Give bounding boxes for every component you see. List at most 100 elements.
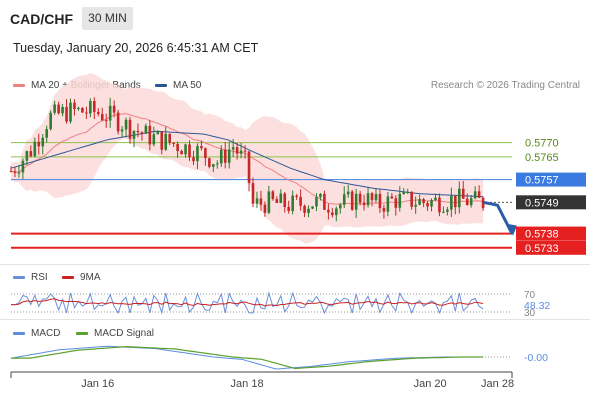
candle-body [338, 204, 342, 209]
candle-body [17, 172, 21, 174]
candle-body [65, 107, 68, 122]
candle-body [390, 196, 394, 199]
candle-body [212, 164, 215, 167]
candle-body [251, 183, 255, 204]
candle-body [457, 188, 461, 208]
credit-text: Research © 2026 Trading Central [430, 80, 580, 91]
candle-body [45, 129, 49, 138]
macd-label: MACD [31, 328, 61, 339]
candle-body [180, 151, 183, 155]
legend-macd-signal: MACD Signal [76, 328, 154, 339]
candle-body [37, 141, 41, 147]
candle-body [196, 146, 199, 162]
macd-swatch [13, 331, 25, 335]
rsi-last-value: 48.32 [524, 300, 550, 312]
price-label-resistance-2: 0.5770 [525, 138, 559, 150]
price-label-support-2: 0.5733 [525, 243, 559, 255]
candle-body [164, 133, 168, 150]
candles-group [9, 97, 485, 222]
candle-body [442, 211, 445, 213]
macd-signal-line [11, 345, 484, 370]
candle-body [184, 144, 187, 155]
candle-body [116, 112, 120, 132]
candle-body [235, 147, 239, 154]
candle-body [21, 160, 25, 173]
candle-body [346, 191, 350, 195]
rsi-swatch [13, 275, 25, 279]
legend-rsi-ma: 9MA [62, 272, 101, 283]
candle-body [231, 147, 235, 150]
ma50-swatch [155, 83, 167, 87]
candle-body [307, 208, 310, 213]
candle-body [477, 191, 481, 198]
candle-body [398, 194, 402, 208]
ma20-line [10, 113, 484, 205]
ma50-line [10, 130, 484, 198]
candle-body [100, 114, 104, 121]
candle-body [172, 142, 175, 144]
candle-body [454, 195, 457, 208]
candle-body [152, 134, 156, 145]
candle-body [287, 207, 291, 212]
candle-body [311, 206, 314, 209]
candle-body [247, 151, 251, 184]
macd-line [10, 345, 484, 370]
candle-body [438, 197, 441, 213]
candle-body [69, 102, 72, 122]
candle-body [204, 148, 207, 159]
candle-body [410, 191, 413, 207]
candle-body [13, 171, 17, 173]
candle-body [263, 204, 267, 213]
candle-body [303, 205, 306, 213]
candle-body [283, 193, 287, 208]
candle-body [227, 149, 231, 163]
rsi-label: RSI [31, 272, 48, 283]
candle-body [406, 191, 410, 193]
candle-body [136, 130, 140, 133]
candle-body [93, 101, 96, 112]
candle-body [89, 101, 92, 114]
candle-body [124, 119, 128, 130]
candle-body [426, 202, 429, 207]
rsi-level-label: 70 [524, 290, 536, 301]
candle-body [362, 202, 366, 206]
candle-body [243, 150, 247, 152]
candle-body [473, 191, 477, 199]
candle-body [140, 132, 144, 134]
forecast-arrow-head [506, 223, 517, 236]
rsi-ma-line [10, 298, 484, 307]
candle-body [223, 149, 227, 163]
candle-body [279, 193, 283, 203]
candle-body [219, 149, 223, 164]
candle-body [331, 212, 334, 216]
timeframe-button[interactable]: 30 MIN [82, 7, 133, 30]
candle-body [450, 195, 453, 210]
candle-body [41, 137, 45, 147]
candle-body [96, 111, 100, 115]
candle-body [327, 209, 330, 213]
candle-body [394, 198, 398, 208]
candle-body [104, 120, 108, 122]
candle-body [378, 193, 382, 209]
candle-body [120, 129, 124, 132]
bollinger-band [11, 73, 484, 244]
candle-body [53, 104, 56, 113]
x-tick-label: Jan 20 [414, 378, 447, 390]
rsi-level-label: 30 [524, 308, 536, 319]
price-label-pivot: 0.5757 [525, 175, 559, 187]
candle-body [374, 193, 378, 201]
candle-body [358, 193, 362, 203]
price-tag-support-2 [516, 240, 586, 255]
timestamp: Tuesday, January 20, 2026 6:45:31 AM CET [13, 41, 259, 55]
forecast-arrow-line [482, 200, 514, 235]
candle-body [342, 194, 346, 205]
price-tag-pivot [516, 172, 586, 187]
candle-body [188, 144, 191, 158]
legend-ma50: MA 50 [155, 80, 201, 91]
candle-body [267, 191, 271, 213]
candle-body [215, 163, 219, 165]
candle-body [434, 197, 437, 201]
candle-body [386, 196, 390, 212]
candle-body [9, 171, 13, 173]
candle-body [33, 141, 37, 157]
